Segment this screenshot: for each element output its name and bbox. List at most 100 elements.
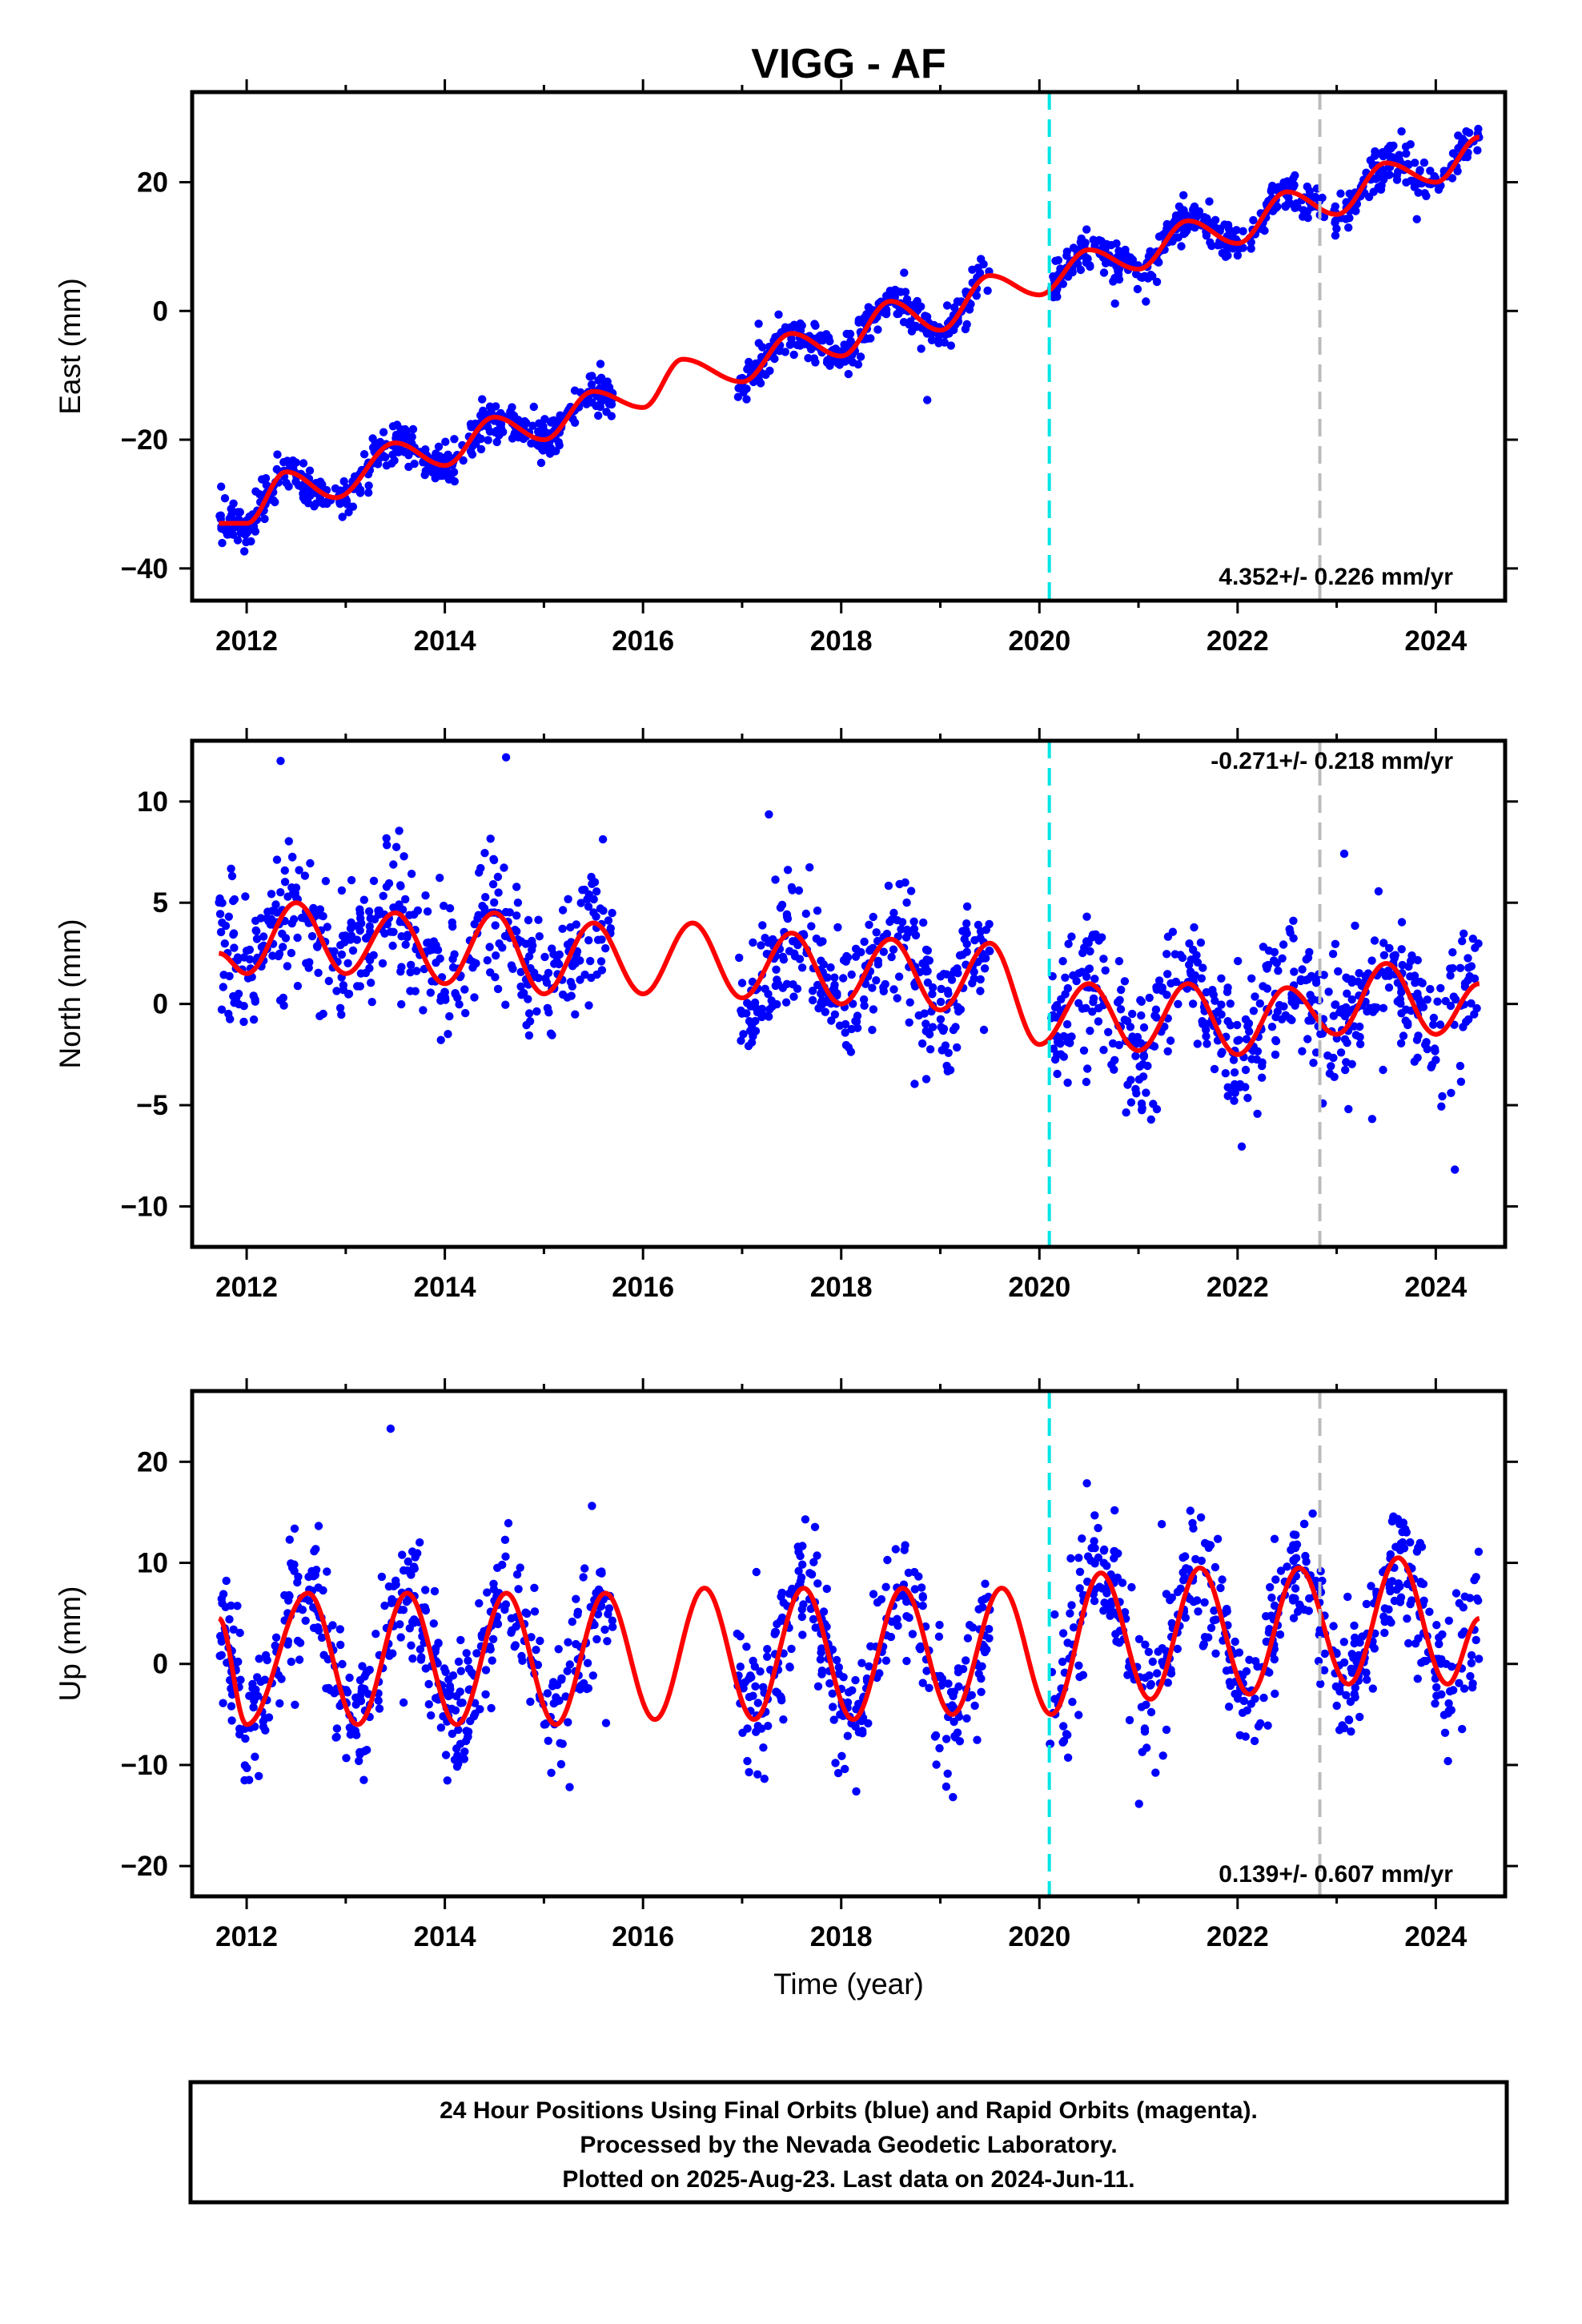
north-data-point [293, 982, 303, 991]
up-data-point [1145, 1671, 1154, 1680]
up-data-point [250, 1696, 259, 1705]
north-data-point [1271, 1036, 1281, 1046]
north-data-point [401, 895, 410, 904]
north-data-point [1397, 918, 1407, 927]
up-data-point [1178, 1568, 1187, 1577]
north-data-point [1437, 1102, 1446, 1111]
east-data-point [364, 481, 373, 490]
up-data-point [275, 1699, 284, 1708]
east-data-point [396, 424, 405, 434]
north-data-point [1298, 965, 1307, 974]
east-data-point [1229, 227, 1238, 237]
north-data-point [1251, 992, 1259, 1001]
north-data-point [1066, 1039, 1074, 1047]
north-data-point [1397, 1009, 1406, 1018]
up-data-point [1158, 1751, 1167, 1760]
up-data-point [514, 1585, 523, 1594]
up-data-point [576, 1681, 586, 1690]
north-data-point [1329, 1053, 1338, 1063]
footer-line-1: 24 Hour Positions Using Final Orbits (bl… [440, 2097, 1258, 2124]
north-data-point [1188, 945, 1198, 955]
up-data-point [1438, 1630, 1447, 1639]
north-data-point [1104, 1027, 1113, 1037]
north-data-point [251, 926, 260, 935]
east-data-point [528, 421, 537, 430]
up-data-point [593, 1610, 603, 1619]
north-data-point [321, 877, 331, 886]
up-data-point [1050, 1610, 1059, 1619]
up-data-point [1074, 1661, 1083, 1670]
up-data-point [1238, 1708, 1247, 1717]
north-data-point [787, 883, 797, 892]
east-data-point [774, 346, 784, 355]
north-data-point [1132, 1089, 1141, 1098]
up-data-point [1153, 1669, 1162, 1678]
up-data-point [757, 1724, 766, 1733]
north-data-point [543, 1003, 552, 1013]
north-data-point [608, 908, 616, 918]
north-data-point [407, 870, 416, 879]
up-data-point [498, 1560, 507, 1570]
north-data-point [1162, 950, 1171, 959]
north-data-point [1050, 1003, 1060, 1012]
north-data-point [1436, 983, 1445, 993]
north-data-point [400, 852, 408, 861]
north-x-tick-label: 2020 [1008, 1272, 1070, 1303]
east-data-point [1154, 258, 1163, 267]
up-data-point [1347, 1727, 1355, 1736]
north-data-point [1343, 989, 1351, 998]
up-data-point [556, 1759, 566, 1769]
up-data-point [813, 1579, 822, 1588]
up-data-point [1355, 1651, 1363, 1660]
east-data-point [853, 360, 863, 369]
up-data-point [608, 1622, 617, 1631]
north-data-point [1078, 1004, 1087, 1013]
north-data-point [1329, 1011, 1339, 1020]
up-data-point [1295, 1600, 1304, 1609]
north-data-point [1168, 927, 1178, 936]
north-data-point [1209, 991, 1219, 999]
north-data-point [1468, 935, 1478, 943]
east-data-point [303, 499, 313, 508]
north-data-point [827, 1016, 836, 1025]
up-data-point [958, 1665, 968, 1674]
east-data-point [527, 439, 536, 448]
east-data-point [220, 494, 230, 503]
east-data-point [218, 538, 227, 548]
north-data-point [289, 915, 299, 924]
north-data-point [1217, 1049, 1226, 1059]
up-data-point [488, 1656, 496, 1665]
up-data-point [1090, 1596, 1099, 1606]
north-data-point [1397, 945, 1406, 954]
east-data-point [541, 440, 551, 449]
east-data-point [227, 524, 236, 533]
north-data-point [860, 937, 869, 947]
north-data-point [268, 951, 277, 960]
north-data-point [1271, 1050, 1280, 1059]
north-data-point [764, 990, 773, 999]
up-data-point [985, 1625, 994, 1634]
north-data-point [472, 959, 480, 968]
up-data-point [441, 1751, 451, 1759]
up-data-point [1058, 1629, 1068, 1638]
up-data-point [902, 1656, 911, 1666]
north-data-point [928, 983, 938, 992]
east-data-point [459, 456, 468, 465]
north-data-point [1431, 1055, 1440, 1064]
north-data-point [1419, 1003, 1428, 1011]
up-data-point [580, 1564, 589, 1573]
up-data-point [445, 1682, 455, 1691]
up-data-point [331, 1733, 340, 1742]
up-data-point [336, 1640, 345, 1650]
up-data-point [934, 1632, 944, 1641]
up-data-point [1386, 1586, 1395, 1596]
north-data-point [846, 1047, 856, 1056]
up-data-point [530, 1607, 540, 1616]
up-data-point [1127, 1582, 1136, 1592]
up-plot-area [215, 1424, 1484, 1808]
up-data-point [1075, 1584, 1084, 1593]
north-panel-frame [190, 738, 1508, 1249]
north-data-point [1178, 953, 1187, 963]
up-data-point [416, 1645, 425, 1654]
north-data-point [359, 895, 368, 904]
